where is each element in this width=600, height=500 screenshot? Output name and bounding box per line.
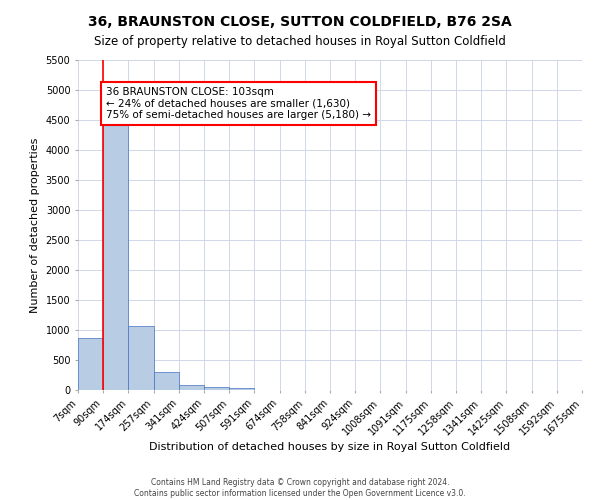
Bar: [103, 113, 128, 390]
X-axis label: Distribution of detached houses by size in Royal Sutton Coldfield: Distribution of detached houses by size …: [149, 442, 511, 452]
Bar: [78, 338, 103, 390]
Bar: [128, 326, 154, 390]
Bar: [204, 387, 229, 390]
Text: 36 BRAUNSTON CLOSE: 103sqm
← 24% of detached houses are smaller (1,630)
75% of s: 36 BRAUNSTON CLOSE: 103sqm ← 24% of deta…: [106, 87, 371, 120]
Text: Size of property relative to detached houses in Royal Sutton Coldfield: Size of property relative to detached ho…: [94, 35, 506, 48]
Text: 36, BRAUNSTON CLOSE, SUTTON COLDFIELD, B76 2SA: 36, BRAUNSTON CLOSE, SUTTON COLDFIELD, B…: [88, 15, 512, 29]
Text: Contains HM Land Registry data © Crown copyright and database right 2024.
Contai: Contains HM Land Registry data © Crown c…: [134, 478, 466, 498]
Y-axis label: Number of detached properties: Number of detached properties: [30, 138, 40, 312]
Bar: [229, 388, 254, 390]
Bar: [179, 385, 204, 390]
Bar: [154, 372, 179, 390]
